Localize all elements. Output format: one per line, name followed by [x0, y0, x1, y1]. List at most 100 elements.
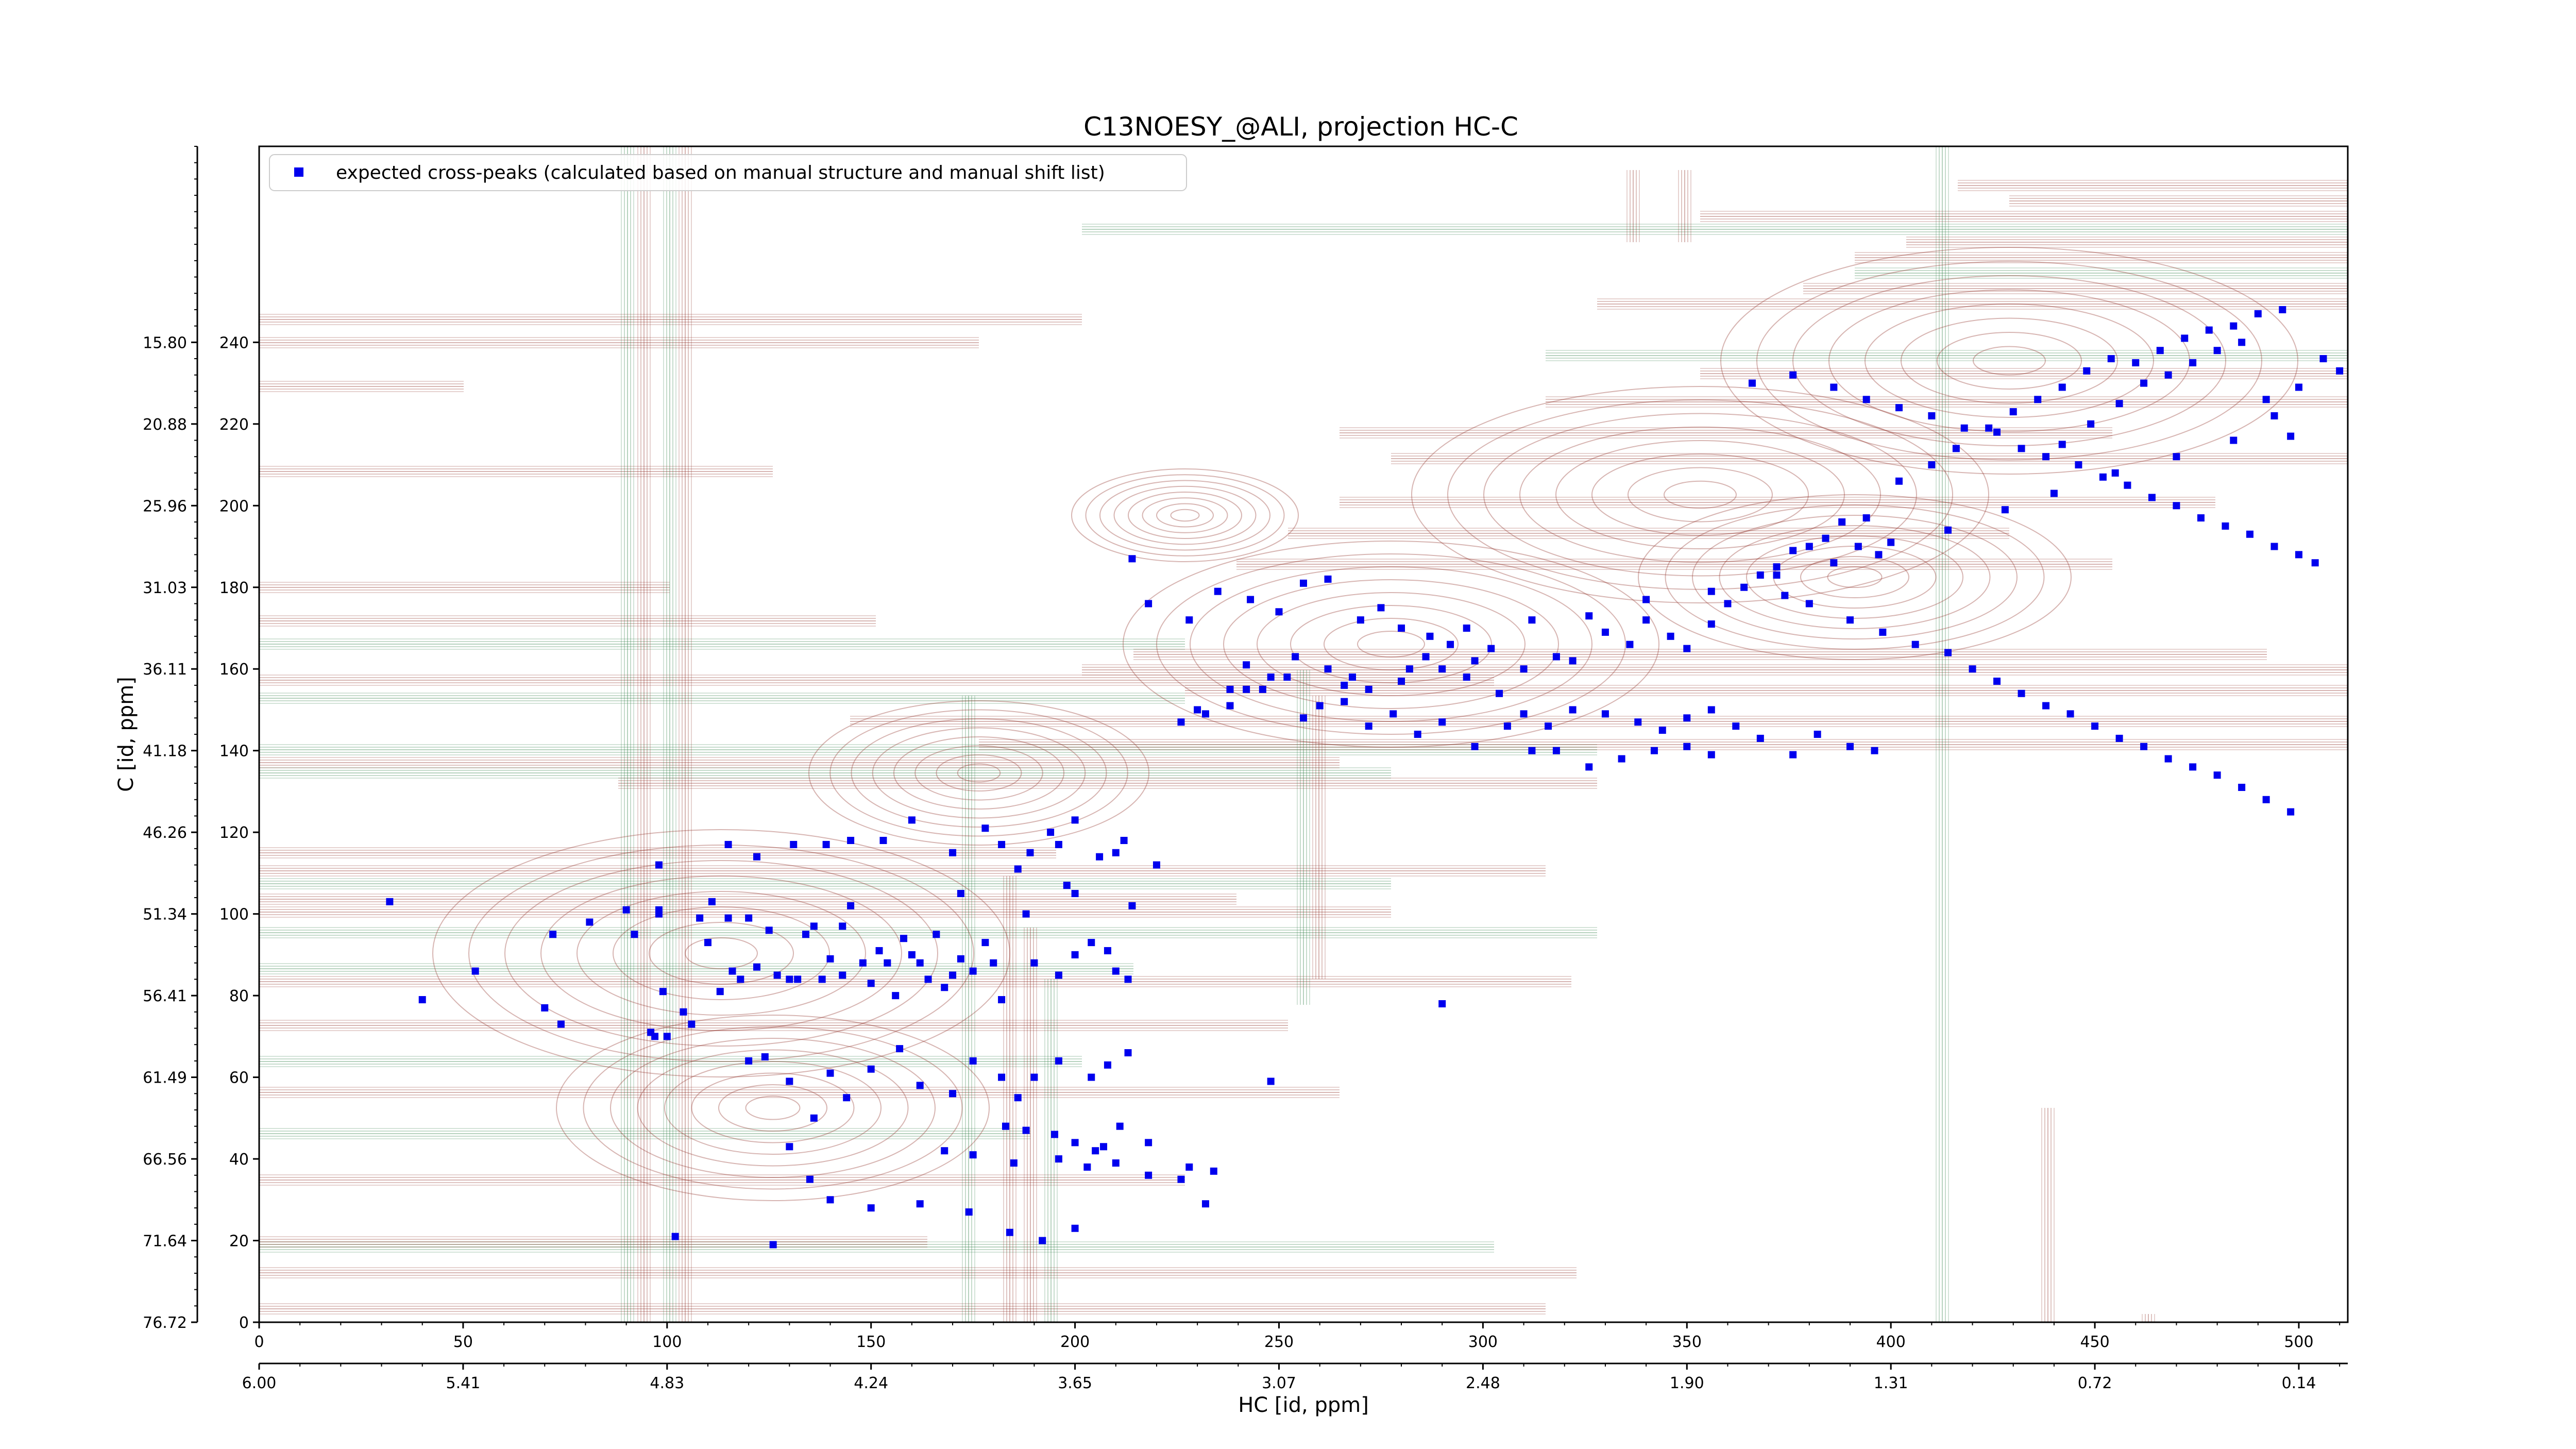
- cross-peak-marker: [2319, 355, 2327, 363]
- y-ppm-tick-label: 71.64: [143, 1233, 187, 1251]
- cross-peak-marker: [1063, 882, 1071, 889]
- cross-peak-marker: [998, 996, 1006, 1004]
- cross-peak-marker: [724, 914, 732, 922]
- x-tick-label: 300: [1468, 1333, 1498, 1351]
- cross-peak-marker: [708, 898, 716, 905]
- legend-box: [269, 154, 1187, 191]
- cross-peak-marker: [1642, 616, 1650, 624]
- cross-peak-marker: [2132, 359, 2140, 366]
- cross-peak-marker: [794, 975, 802, 983]
- cross-peak-marker: [790, 840, 798, 848]
- cross-peak-marker: [859, 959, 867, 967]
- x-tick-label: 500: [2284, 1333, 2313, 1351]
- peak-marker-layer: [386, 306, 2344, 1249]
- x-axis-index: 0 50 100 150 200 250 300 350 400 450 500: [254, 1322, 2341, 1351]
- y-ppm-tick-label: 25.96: [143, 497, 187, 515]
- cross-peak-marker: [924, 975, 932, 983]
- cross-peak-marker: [1096, 853, 1104, 861]
- cross-peak-marker: [651, 1033, 659, 1040]
- cross-peak-marker: [1120, 837, 1128, 845]
- cross-peak-marker: [2075, 461, 2082, 469]
- contour-layer: [259, 146, 2348, 1322]
- cross-peak-marker: [1112, 967, 1120, 975]
- cross-peak-marker: [1626, 641, 1634, 648]
- y-tick-label: 200: [219, 497, 249, 515]
- legend: expected cross-peaks (calculated based o…: [269, 154, 1187, 191]
- cross-peak-marker: [969, 1057, 977, 1065]
- cross-peak-marker: [1545, 722, 1552, 730]
- cross-peak-marker: [1781, 592, 1789, 599]
- cross-peak-marker: [386, 898, 394, 905]
- cross-peak-marker: [1324, 665, 1332, 673]
- cross-peak-marker: [1732, 722, 1740, 730]
- x-tick-label: 100: [652, 1333, 682, 1351]
- cross-peak-marker: [1128, 555, 1136, 563]
- cross-peak-marker: [998, 840, 1006, 848]
- cross-peak-marker: [2287, 808, 2295, 816]
- cross-peak-marker: [957, 890, 964, 898]
- cross-peak-marker: [1243, 685, 1250, 693]
- cross-peak-marker: [1528, 616, 1536, 624]
- cross-peak-marker: [1201, 710, 1209, 718]
- cross-peak-marker: [2295, 383, 2302, 391]
- x-tick-label: 250: [1264, 1333, 1294, 1351]
- cross-peak-marker: [1658, 727, 1666, 734]
- cross-peak-marker: [1051, 1131, 1059, 1138]
- cross-peak-marker: [2189, 359, 2197, 366]
- cross-peak-marker: [1471, 743, 1479, 750]
- cross-peak-marker: [1552, 747, 1560, 754]
- cross-peak-marker: [884, 959, 891, 967]
- y-axis-index: 0 20 40 60 80 100 120 140 160 180 200 220 240: [219, 334, 259, 1332]
- x-ppm-tick-label: 6.00: [242, 1374, 277, 1392]
- cross-peak-marker: [2254, 310, 2262, 317]
- cross-peak-marker: [1055, 971, 1062, 979]
- cross-peak-marker: [541, 1004, 549, 1012]
- cross-peak-marker: [1438, 718, 1446, 726]
- x-tick-label: 200: [1060, 1333, 1090, 1351]
- cross-peak-marker: [1185, 1163, 1193, 1171]
- cross-peak-marker: [1438, 1000, 1446, 1007]
- y-tick-label: 180: [219, 579, 249, 597]
- cross-peak-marker: [2295, 551, 2302, 559]
- x-axis-ppm: 6.00 5.41 4.83 4.24 3.65 3.07 2.48 1.90 1.31 0.72…: [242, 1362, 2348, 1392]
- cross-peak-marker: [1887, 538, 1895, 546]
- cross-peak-marker: [1071, 1139, 1079, 1147]
- cross-peak-marker: [826, 955, 834, 963]
- cross-peak-marker: [1071, 890, 1079, 898]
- cross-peak-marker: [1398, 624, 1405, 632]
- cross-peak-marker: [1275, 608, 1283, 616]
- cross-peak-marker: [761, 1053, 769, 1060]
- cross-peak-marker: [2238, 784, 2246, 791]
- legend-label: expected cross-peaks (calculated based o…: [336, 162, 1105, 183]
- cross-peak-marker: [1789, 751, 1797, 759]
- cross-peak-marker: [2087, 420, 2095, 428]
- cross-peak-marker: [1006, 1228, 1013, 1236]
- cross-peak-marker: [1300, 579, 1307, 587]
- x-tick-label: 450: [2080, 1333, 2109, 1351]
- cross-peak-marker: [1618, 755, 1625, 763]
- cross-peak-marker: [2018, 445, 2025, 452]
- cross-peak-marker: [1010, 1159, 1018, 1167]
- cross-peak-marker: [1055, 840, 1062, 848]
- cross-peak-marker: [1601, 628, 1609, 636]
- cross-peak-marker: [969, 1151, 977, 1159]
- y-tick-label: 0: [239, 1314, 249, 1332]
- cross-peak-marker: [1773, 571, 1781, 579]
- cross-peak-marker: [2099, 473, 2107, 481]
- cross-peak-marker: [1895, 404, 1903, 412]
- cross-peak-marker: [786, 1143, 793, 1151]
- cross-peak-marker: [2197, 514, 2205, 522]
- cross-peak-marker: [1569, 657, 1577, 665]
- cross-peak-marker: [847, 902, 855, 909]
- cross-peak-marker: [1875, 551, 1883, 559]
- cross-peak-marker: [1634, 718, 1642, 726]
- cross-peak-marker: [1960, 424, 1968, 432]
- cross-peak-marker: [875, 947, 883, 954]
- cross-peak-marker: [900, 935, 908, 942]
- cross-peak-marker: [1805, 600, 1813, 608]
- cross-peak-marker: [1601, 710, 1609, 718]
- cross-peak-marker: [1226, 685, 1234, 693]
- cross-peak-marker: [896, 1045, 904, 1053]
- cross-peak-marker: [1030, 959, 1038, 967]
